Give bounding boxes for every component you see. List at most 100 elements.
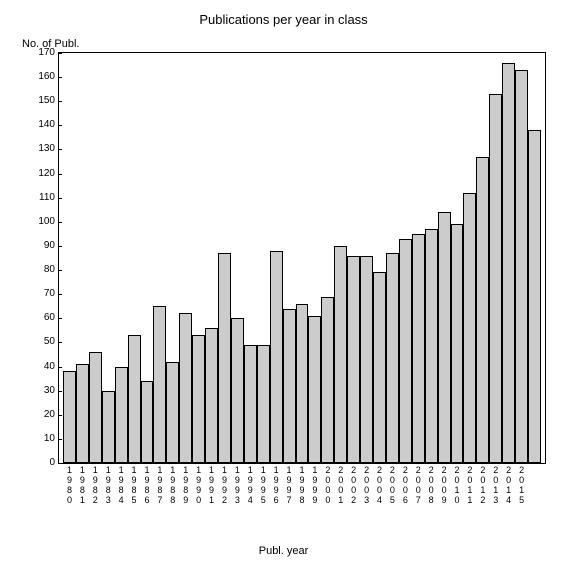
bar (115, 367, 128, 463)
bar (425, 229, 438, 463)
y-tick-label: 170 (25, 48, 55, 58)
y-tick-mark (58, 125, 62, 126)
y-tick-label: 70 (25, 289, 55, 299)
y-tick-mark (58, 318, 62, 319)
bar (63, 371, 76, 463)
x-tick-label: 2 0 0 1 (334, 466, 347, 506)
bar (386, 253, 399, 463)
bar (360, 256, 373, 463)
x-tick-label: 1 9 8 3 (102, 466, 115, 506)
y-tick-mark (58, 174, 62, 175)
x-axis-label: Publ. year (0, 545, 567, 557)
y-tick-label: 150 (25, 96, 55, 106)
bar (153, 306, 166, 463)
x-tick-label: 1 9 9 5 (257, 466, 270, 506)
bar (89, 352, 102, 463)
y-tick-label: 20 (25, 410, 55, 420)
y-tick-mark (58, 294, 62, 295)
bar (373, 272, 386, 463)
y-tick-mark (58, 101, 62, 102)
bar (128, 335, 141, 463)
y-tick-mark (58, 439, 62, 440)
y-tick-mark (58, 53, 62, 54)
x-tick-label: 2 0 0 2 (347, 466, 360, 506)
bar (334, 246, 347, 463)
y-tick-label: 60 (25, 313, 55, 323)
bar (102, 391, 115, 463)
bar (244, 345, 257, 463)
x-tick-label: 2 0 1 4 (502, 466, 515, 506)
y-tick-label: 130 (25, 144, 55, 154)
x-tick-label: 2 0 1 1 (463, 466, 476, 506)
y-tick-label: 10 (25, 434, 55, 444)
bar (399, 239, 412, 463)
x-tick-label: 2 0 1 5 (515, 466, 528, 506)
x-tick-label: 1 9 9 2 (218, 466, 231, 506)
plot-area (58, 52, 546, 464)
x-tick-label: 2 0 0 9 (438, 466, 451, 506)
y-tick-label: 90 (25, 241, 55, 251)
bar (347, 256, 360, 463)
x-tick-label: 2 0 0 6 (399, 466, 412, 506)
bar (476, 157, 489, 463)
bar (179, 313, 192, 463)
y-tick-mark (58, 391, 62, 392)
bar (218, 253, 231, 463)
y-tick-label: 30 (25, 386, 55, 396)
bar (308, 316, 321, 463)
bar (463, 193, 476, 463)
y-tick-mark (58, 463, 62, 464)
y-tick-label: 80 (25, 265, 55, 275)
bar (270, 251, 283, 463)
x-tick-label: 1 9 9 8 (296, 466, 309, 506)
x-tick-label: 1 9 9 9 (308, 466, 321, 506)
x-tick-label: 2 0 1 3 (489, 466, 502, 506)
x-tick-label: 1 9 8 6 (141, 466, 154, 506)
x-tick-label: 1 9 9 7 (283, 466, 296, 506)
y-tick-label: 120 (25, 169, 55, 179)
y-tick-label: 100 (25, 217, 55, 227)
y-tick-mark (58, 222, 62, 223)
bar (141, 381, 154, 463)
y-tick-label: 40 (25, 362, 55, 372)
bar (231, 318, 244, 463)
bar (257, 345, 270, 463)
bar (296, 304, 309, 463)
x-tick-label: 1 9 9 1 (205, 466, 218, 506)
x-tick-label: 1 9 9 6 (270, 466, 283, 506)
y-tick-mark (58, 415, 62, 416)
bar (166, 362, 179, 463)
bar (76, 364, 89, 463)
x-tick-label: 2 0 0 8 (425, 466, 438, 506)
bar (283, 309, 296, 463)
chart-container: Publications per year in class No. of Pu… (0, 0, 567, 567)
x-tick-label: 1 9 8 0 (63, 466, 76, 506)
y-tick-mark (58, 270, 62, 271)
y-tick-mark (58, 246, 62, 247)
bar (502, 63, 515, 463)
y-tick-label: 160 (25, 72, 55, 82)
x-tick-label: 2 0 1 0 (451, 466, 464, 506)
x-tick-label: 1 9 8 1 (76, 466, 89, 506)
x-tick-label: 1 9 8 7 (153, 466, 166, 506)
chart-title: Publications per year in class (0, 12, 567, 27)
x-tick-label: 1 9 9 4 (244, 466, 257, 506)
x-tick-label: 1 9 9 3 (231, 466, 244, 506)
y-tick-mark (58, 367, 62, 368)
bar (515, 70, 528, 463)
y-tick-mark (58, 198, 62, 199)
y-tick-mark (58, 77, 62, 78)
y-tick-mark (58, 342, 62, 343)
bar (205, 328, 218, 463)
x-tick-label: 1 9 8 5 (128, 466, 141, 506)
x-tick-label: 2 0 0 3 (360, 466, 373, 506)
y-tick-label: 50 (25, 337, 55, 347)
x-tick-label: 2 0 1 2 (476, 466, 489, 506)
bar (321, 297, 334, 463)
x-tick-label: 2 0 0 7 (412, 466, 425, 506)
bars-group (59, 53, 545, 463)
x-tick-label: 1 9 8 8 (166, 466, 179, 506)
x-tick-label: 1 9 8 4 (115, 466, 128, 506)
x-tick-label: 1 9 9 0 (192, 466, 205, 506)
bar (412, 234, 425, 463)
